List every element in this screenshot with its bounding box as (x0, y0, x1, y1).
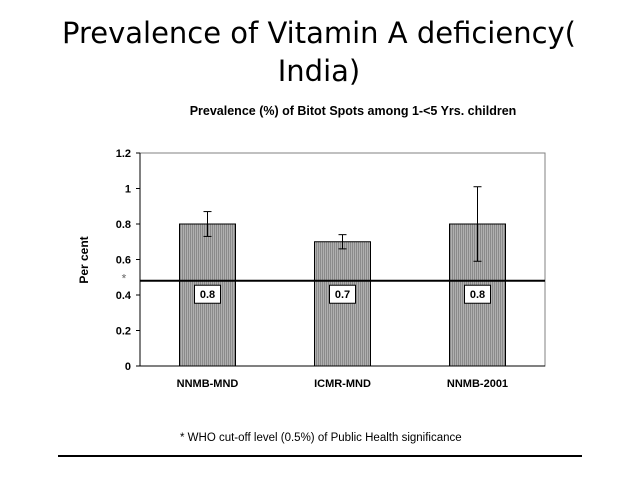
bottom-divider (58, 455, 582, 457)
chart-title: Prevalence (%) of Bitot Spots among 1-<5… (189, 104, 517, 118)
y-axis-label: Per cent (77, 236, 91, 283)
slide-title: Prevalence of Vitamin A deficiency( Indi… (0, 14, 638, 90)
slide-title-line-2: India) (277, 54, 361, 88)
footnote: * WHO cut-off level (0.5%) of Public Hea… (180, 432, 462, 444)
data-label-box (329, 284, 356, 304)
reference-marker: * (122, 271, 127, 285)
y-tick-label: 0.8 (116, 219, 131, 231)
x-tick-label: ICMR-MND (314, 378, 371, 390)
x-tick-label: NNMB-2001 (447, 378, 508, 390)
data-label: 0.7 (335, 289, 350, 301)
data-label: 0.8 (470, 289, 485, 301)
y-tick-label: 0.6 (116, 255, 131, 267)
data-label: 0.8 (200, 289, 215, 301)
y-tick-label: 1.2 (116, 148, 131, 160)
x-tick-label: NNMB-MND (177, 378, 239, 390)
bar (314, 241, 371, 367)
y-tick-label: 0 (125, 361, 131, 373)
y-tick-label: 0.4 (116, 290, 132, 302)
slide-title-line-1: Prevalence of Vitamin A deficiency( (61, 16, 576, 50)
data-label-box (464, 284, 491, 304)
y-tick-label: 1 (125, 184, 131, 196)
data-label-box (194, 284, 221, 304)
y-tick-label: 0.2 (116, 326, 131, 338)
